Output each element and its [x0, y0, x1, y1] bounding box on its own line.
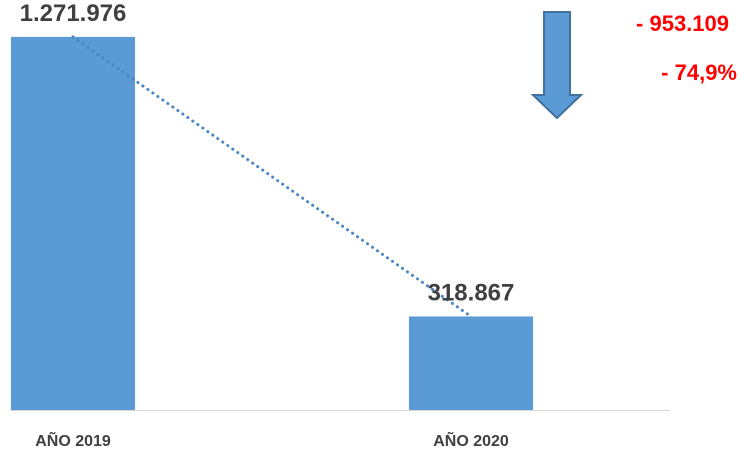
- down-arrow-icon: [530, 11, 584, 120]
- category-label-ano-2019: AÑO 2019: [35, 430, 111, 450]
- difference-annotation: - 953.109: [636, 11, 729, 36]
- percent-change-annotation: - 74,9%: [661, 60, 737, 85]
- bar-ano-2019: [11, 36, 135, 411]
- dotted-trendline: [71, 35, 473, 318]
- data-label-ano-2019: 1.271.976: [20, 0, 127, 27]
- bar-ano-2020: [409, 316, 533, 410]
- category-label-ano-2020: AÑO 2020: [433, 430, 509, 450]
- data-label-ano-2020: 318.867: [428, 279, 515, 306]
